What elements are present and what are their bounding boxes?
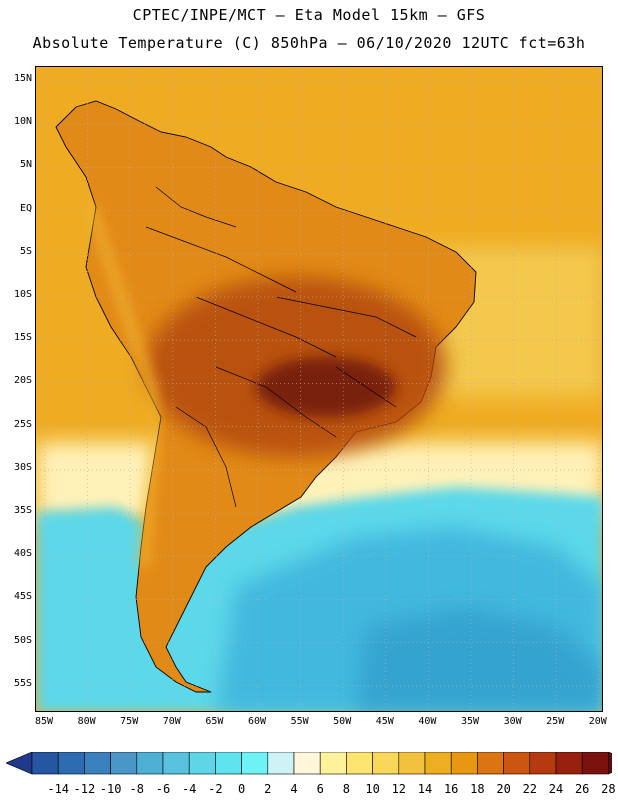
lon-label: 30W bbox=[503, 716, 522, 727]
colorbar-label: 6 bbox=[316, 782, 324, 796]
colorbar-label: -6 bbox=[155, 782, 171, 796]
colorbar-swatch bbox=[529, 752, 557, 775]
lon-label: 70W bbox=[162, 716, 181, 727]
colorbar-label: -10 bbox=[99, 782, 122, 796]
colorbar-left-arrow bbox=[6, 752, 33, 775]
lat-label: 10S bbox=[13, 289, 32, 300]
colorbar-swatch bbox=[503, 752, 531, 775]
lat-label: 5S bbox=[19, 245, 32, 257]
colorbar-swatch bbox=[31, 752, 59, 775]
lat-label: 10N bbox=[13, 116, 32, 128]
colorbar-swatch bbox=[555, 752, 583, 775]
andes-cool-strip bbox=[86, 205, 160, 568]
lon-label: 80W bbox=[77, 716, 96, 727]
lon-label: 50W bbox=[333, 716, 352, 727]
colorbar-label: 14 bbox=[417, 782, 433, 796]
colorbar-label: 22 bbox=[522, 782, 538, 796]
colorbar-label: 0 bbox=[237, 782, 246, 796]
colorbar-label: 18 bbox=[470, 782, 485, 796]
colorbar-swatch bbox=[293, 752, 321, 775]
lon-label: 35W bbox=[460, 716, 480, 727]
colorbar-swatch bbox=[372, 752, 400, 775]
lon-label: 25W bbox=[546, 716, 565, 727]
colorbar-swatch bbox=[346, 752, 373, 775]
colorbar-label: 10 bbox=[365, 782, 380, 796]
colorbar-swatch bbox=[84, 752, 111, 775]
colorbar-swatch bbox=[110, 752, 138, 775]
colorbar-swatch bbox=[162, 752, 190, 775]
lon-label: 40W bbox=[418, 716, 437, 727]
lat-label: 35S bbox=[13, 505, 32, 516]
colorbar-label: 2 bbox=[264, 782, 272, 796]
colorbar-right-arrow bbox=[608, 752, 612, 775]
map-title: CPTEC/INPE/MCT – Eta Model 15km – GFS bbox=[132, 6, 486, 24]
colorbar-swatch bbox=[57, 752, 85, 775]
colorbar-label: 28 bbox=[601, 782, 616, 796]
map-subtitle: Absolute Temperature (C) 850hPa – 06/10/… bbox=[32, 34, 586, 52]
colorbar-label: -4 bbox=[181, 782, 197, 796]
lat-label: 15S bbox=[13, 332, 32, 344]
colorbar-swatch bbox=[581, 752, 609, 775]
colorbar-label: -12 bbox=[73, 782, 96, 796]
colorbar-label: 26 bbox=[574, 782, 590, 796]
lon-label: 55W bbox=[290, 716, 309, 727]
colorbar-label: 12 bbox=[391, 782, 407, 796]
lat-label: 50S bbox=[13, 634, 32, 646]
colorbar-swatch bbox=[215, 752, 242, 775]
colorbar-swatch bbox=[241, 752, 269, 775]
colorbar-swatch bbox=[398, 752, 426, 775]
lat-label: 15N bbox=[13, 73, 32, 84]
colorbar-label: 20 bbox=[496, 782, 511, 796]
colorbar-swatch bbox=[136, 752, 164, 775]
lat-label: 45S bbox=[13, 591, 32, 603]
colorbar-label: -8 bbox=[129, 782, 145, 796]
colorbar-label: 16 bbox=[443, 782, 459, 796]
colorbar-swatch bbox=[319, 752, 347, 775]
colorbar-label: -14 bbox=[47, 782, 70, 796]
colorbar-swatch bbox=[477, 752, 504, 775]
lon-label: 85W bbox=[34, 716, 54, 727]
colorbar-label: -2 bbox=[208, 782, 223, 796]
lon-label: 65W bbox=[205, 716, 224, 727]
colorbar-label: 8 bbox=[342, 782, 350, 796]
lat-label: EQ bbox=[19, 202, 32, 214]
heat-peak bbox=[256, 357, 396, 417]
lon-label: 60W bbox=[247, 716, 267, 727]
lon-label: 20W bbox=[588, 716, 607, 727]
colorbar-swatch bbox=[424, 752, 452, 775]
colorbar-label: 24 bbox=[548, 782, 564, 796]
lat-label: 30S bbox=[13, 461, 32, 473]
lat-label: 40S bbox=[13, 548, 32, 560]
colorbar-label: 4 bbox=[290, 782, 298, 796]
temperature-map bbox=[35, 66, 603, 712]
lon-label: 75W bbox=[120, 716, 139, 727]
lat-label: 20S bbox=[13, 375, 32, 387]
graticule bbox=[36, 67, 602, 711]
colorbar-swatch bbox=[450, 752, 478, 775]
lat-label: 55S bbox=[13, 677, 32, 689]
deeper-cold-field bbox=[356, 607, 602, 711]
colorbar bbox=[6, 752, 612, 775]
lat-label: 5N bbox=[19, 159, 32, 171]
colorbar-swatch bbox=[188, 752, 216, 775]
lon-label: 45W bbox=[375, 716, 394, 727]
colorbar-swatch bbox=[267, 752, 295, 775]
lat-label: 25S bbox=[13, 418, 32, 430]
